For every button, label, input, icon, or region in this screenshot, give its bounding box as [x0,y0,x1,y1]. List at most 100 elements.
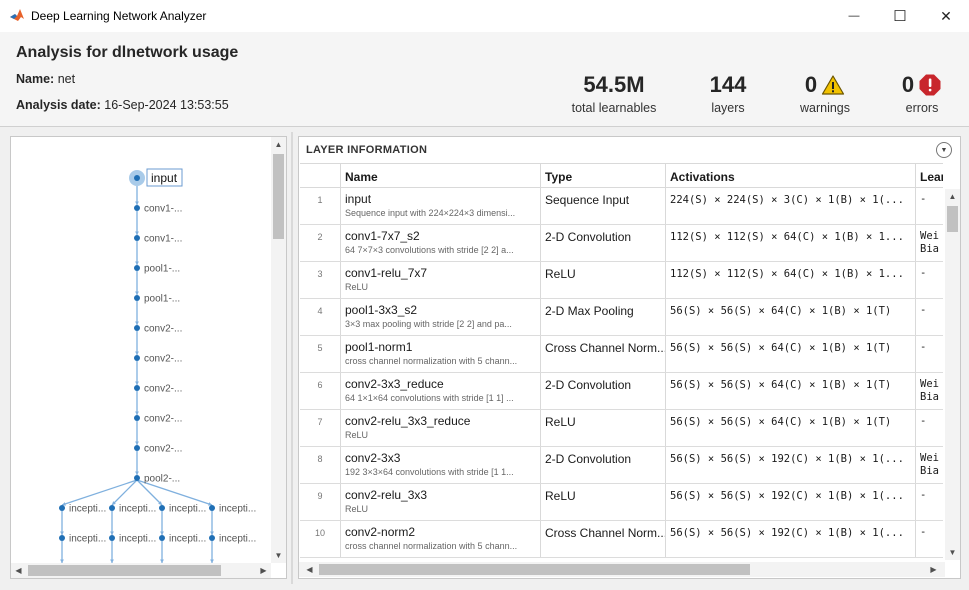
row-index: 6 [300,373,341,409]
date-value: 16-Sep-2024 13:53:55 [104,98,229,112]
table-row[interactable]: 6 conv2-3x3_reduce 64 1×1×64 convolutions … [300,373,943,410]
learnables-column-header[interactable]: Lear [920,170,943,184]
layer-type: Sequence Input [541,188,666,224]
graph-node[interactable] [134,205,140,211]
graph-edge-arrow [135,441,139,445]
graph-edge-arrow [110,531,114,535]
table-scroll-down-icon[interactable]: ▼ [948,548,957,557]
table-vertical-scrollbar[interactable]: ▲ ▼ [945,189,960,560]
graph-node[interactable] [134,355,140,361]
graph-node[interactable] [209,535,215,541]
graph-edge-arrow [135,471,139,475]
graph-node[interactable] [209,505,215,511]
graph-edge-arrow [135,381,139,385]
scroll-down-icon[interactable]: ▼ [274,551,283,560]
panel-splitter[interactable] [291,132,293,584]
chevron-down-icon: ▼ [940,146,948,154]
row-index: 10 [300,521,341,557]
network-name: Name: net [16,72,75,86]
graph-vertical-scrollbar[interactable]: ▲ ▼ [271,137,286,563]
layer-type: ReLU [541,410,666,446]
row-index: 2 [300,225,341,261]
graph-node[interactable] [109,535,115,541]
activations-column-header[interactable]: Activations [666,164,916,188]
table-row[interactable]: 4 pool1-3x3_s2 3×3 max pooling with stride… [300,299,943,336]
graph-node[interactable] [134,385,140,391]
graph-horizontal-thumb[interactable] [28,565,221,576]
graph-node[interactable] [134,265,140,271]
table-scroll-up-icon[interactable]: ▲ [948,192,957,201]
graph-node[interactable] [59,505,65,511]
layer-name: conv2-norm2 [345,525,416,539]
layers-stat: 144 layers [698,72,758,115]
layer-learnables: - [920,267,927,279]
scroll-up-icon[interactable]: ▲ [274,140,283,149]
layer-description: cross channel normalization with 5 chann… [345,356,518,366]
layer-name-cell: conv2-relu_3x3 ReLU [341,484,541,520]
network-graph-panel[interactable]: input conv1-... conv1-... pool1-... pool1-..… [10,136,287,579]
graph-node[interactable] [159,505,165,511]
title-bar: Deep Learning Network Analyzer — ☐ ✕ [0,0,969,32]
table-row[interactable]: 3 conv1-relu_7x7 ReLU ReLU 112(S) × 112(S) ×… [300,262,943,299]
layer-name: pool1-norm1 [345,340,413,354]
graph-node[interactable] [59,535,65,541]
layer-name: conv2-3x3 [345,451,401,465]
graph-node[interactable] [134,325,140,331]
network-graph[interactable]: input conv1-... conv1-... pool1-... pool1-..… [11,137,271,563]
table-row[interactable]: 1 input Sequence input with 224×224×3 dime… [300,188,943,225]
layer-description: 64 1×1×64 convolutions with stride [1 1]… [345,393,514,403]
layer-learnables: - [920,526,927,538]
graph-edges [60,186,214,563]
graph-node[interactable] [134,445,140,451]
collapse-section-button[interactable]: ▼ [936,142,952,158]
table-horizontal-thumb[interactable] [319,564,750,575]
layer-description: ReLU [345,504,369,514]
maximize-button[interactable]: ☐ [877,0,923,32]
graph-node[interactable] [109,505,115,511]
graph-vertical-thumb[interactable] [273,154,284,239]
table-row[interactable]: 9 conv2-relu_3x3 ReLU ReLU 56(S) × 56(S) × 1… [300,484,943,521]
minimize-button[interactable]: — [831,0,877,32]
layer-activations: 224(S) × 224(S) × 3(C) × 1(B) × 1(... [666,188,916,224]
table-horizontal-scrollbar[interactable]: ◀ ▶ [299,562,945,577]
graph-edge-arrow [135,201,139,205]
graph-node[interactable] [134,415,140,421]
graph-node[interactable] [159,535,165,541]
layer-description: cross channel normalization with 5 chann… [345,541,518,551]
graph-horizontal-scrollbar[interactable]: ◀ ▶ [11,563,271,578]
graph-node[interactable] [134,295,140,301]
type-column-header[interactable]: Type [541,164,666,188]
layers-value: 144 [709,72,747,97]
name-value: net [57,72,76,86]
graph-node-label: conv2-... [144,444,182,455]
input-node[interactable] [134,175,140,181]
layer-info-title: LAYER INFORMATION [306,144,428,156]
index-column-header[interactable] [300,164,341,188]
layer-learnables: Wei Bia [920,378,939,403]
layer-description: 64 7×7×3 convolutions with stride [2 2] … [345,245,514,255]
layer-learnables: Wei Bia [920,452,939,477]
close-button[interactable]: ✕ [923,0,969,32]
scroll-right-icon[interactable]: ▶ [260,566,267,575]
table-row[interactable]: 5 pool1-norm1 cross channel normalization … [300,336,943,373]
table-row[interactable]: 2 conv1-7x7_s2 64 7×7×3 convolutions with … [300,225,943,262]
graph-node[interactable] [134,475,140,481]
learnables-stat: 54.5M total learnables [560,72,668,115]
layer-information-panel: LAYER INFORMATION ▼ Name Type Activation… [298,136,961,579]
layer-activations: 56(S) × 56(S) × 192(C) × 1(B) × 1(... [666,484,916,520]
graph-node[interactable] [134,235,140,241]
table-scroll-left-icon[interactable]: ◀ [306,565,313,574]
table-row[interactable]: 10 conv2-norm2 cross channel normalization… [300,521,943,558]
layer-name: conv1-7x7_s2 [345,229,420,243]
table-vertical-thumb[interactable] [947,206,958,232]
layer-description: 192 3×3×64 convolutions with stride [1 1… [345,467,514,477]
table-scroll-right-icon[interactable]: ▶ [930,565,937,574]
table-row[interactable]: 7 conv2-relu_3x3_reduce ReLU ReLU 56(S) × 56… [300,410,943,447]
table-row[interactable]: 8 conv2-3x3 192 3×3×64 convolutions with s… [300,447,943,484]
warning-triangle-icon [822,75,845,95]
scroll-left-icon[interactable]: ◀ [15,566,22,575]
name-column-header[interactable]: Name [341,164,541,188]
analysis-date: Analysis date: 16-Sep-2024 13:53:55 [16,98,229,112]
input-node-label: input [151,171,178,185]
graph-edge-arrow [160,531,164,535]
